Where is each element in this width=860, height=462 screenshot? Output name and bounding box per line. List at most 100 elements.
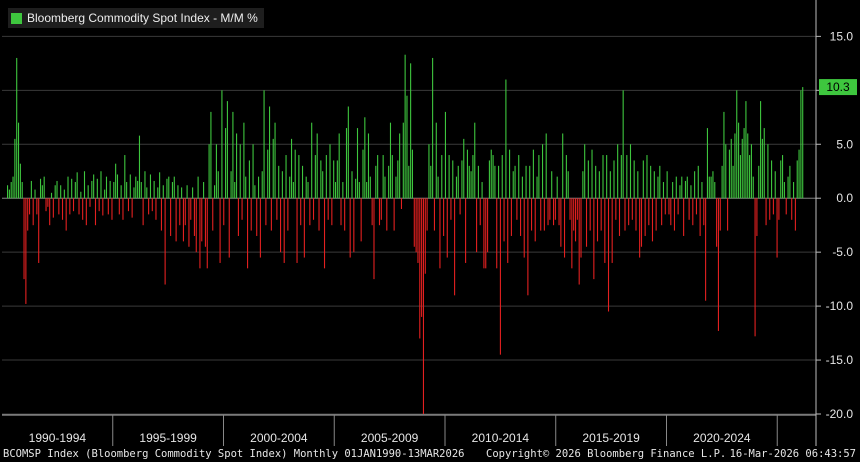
bar (393, 198, 395, 231)
bar (232, 111, 234, 199)
bar (560, 198, 562, 247)
bar (8, 189, 10, 199)
bar (477, 165, 479, 199)
bar (422, 198, 425, 414)
bar (351, 171, 353, 199)
bar (485, 198, 487, 269)
bar (126, 182, 128, 199)
bar (520, 198, 522, 236)
bar (397, 160, 399, 199)
bar (61, 198, 64, 220)
bar (309, 198, 311, 226)
bar (47, 198, 49, 207)
bar (776, 198, 778, 258)
bar (716, 198, 718, 247)
bar (684, 180, 687, 199)
bar (303, 198, 305, 258)
x-tick-label: 2000-2004 (250, 431, 308, 445)
bar (496, 198, 498, 269)
bar (85, 198, 87, 226)
bar (666, 171, 668, 199)
x-tick-label: 2020-2024 (693, 431, 751, 445)
bar (476, 198, 478, 253)
bar (465, 198, 467, 263)
bar (448, 155, 450, 199)
bar (342, 182, 344, 199)
bar (122, 198, 124, 220)
bar (39, 178, 42, 199)
bar (164, 198, 166, 285)
bar (765, 198, 767, 226)
bar (263, 90, 265, 199)
bar (761, 138, 763, 199)
bar (67, 176, 69, 199)
bar (377, 155, 379, 199)
bar (175, 198, 177, 242)
bar (798, 149, 800, 199)
y-tick-label: 5.0 (836, 137, 853, 151)
bar (783, 182, 785, 199)
bar (576, 198, 578, 220)
bar (439, 198, 441, 269)
bar (395, 176, 397, 199)
bar (488, 160, 490, 199)
bar (160, 198, 162, 231)
bar (675, 176, 677, 199)
bar (562, 133, 564, 199)
bar (58, 198, 60, 215)
bar (373, 198, 375, 280)
y-tick-label: -5.0 (832, 245, 853, 259)
bar (662, 182, 665, 199)
bar (483, 198, 485, 269)
bar (618, 198, 621, 236)
bar (490, 149, 492, 199)
bar (410, 63, 412, 199)
bar (170, 198, 172, 236)
bar (80, 191, 82, 199)
bar (177, 185, 179, 199)
bar (120, 185, 122, 199)
bar (54, 185, 56, 199)
bar (430, 165, 432, 199)
bar (245, 176, 247, 199)
bar (347, 106, 349, 199)
bar (404, 54, 406, 199)
bar (620, 155, 622, 199)
bar (589, 198, 591, 231)
bar (635, 198, 637, 231)
bar (408, 165, 410, 199)
bar (736, 90, 738, 199)
bar (60, 185, 62, 199)
bar (699, 198, 701, 236)
bar (104, 189, 106, 199)
bar (470, 171, 472, 199)
bar (474, 122, 476, 199)
bar (512, 171, 514, 199)
x-axis: 1990-1994 1995-1999 2000-2004 2005-2009 2010… (2, 414, 816, 447)
bar (287, 198, 289, 231)
bar (631, 198, 633, 220)
bar (435, 122, 437, 199)
bar (65, 198, 67, 231)
bar (710, 176, 712, 199)
bar (426, 198, 428, 231)
bar (545, 133, 547, 199)
bar (659, 165, 661, 199)
bar (708, 176, 710, 199)
bar (796, 160, 798, 199)
bar (188, 198, 190, 247)
bar (367, 133, 370, 199)
bar (771, 160, 773, 199)
bar (305, 176, 307, 199)
last-value-badge (819, 79, 857, 96)
bar (197, 176, 199, 199)
bar (509, 149, 511, 199)
bar (617, 144, 619, 199)
bar (507, 198, 509, 263)
bar (399, 133, 401, 199)
bar (728, 149, 730, 199)
bar (380, 198, 382, 220)
bar (706, 128, 708, 199)
bar (265, 198, 267, 226)
